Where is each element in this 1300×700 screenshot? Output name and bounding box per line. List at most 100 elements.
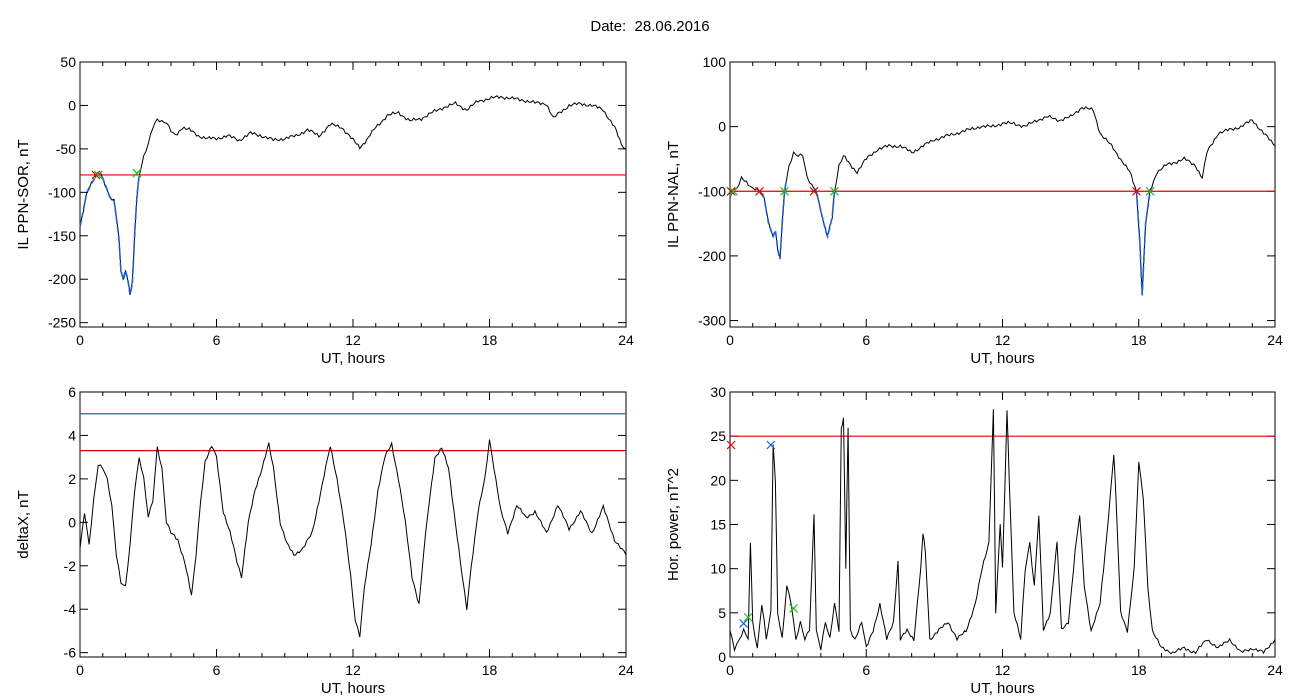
y-tick-label: 10 [710,561,726,577]
x-tick-label: 0 [76,332,84,348]
series-line [729,409,1276,655]
x-tick-label: 6 [213,332,221,348]
y-tick-label: 0 [718,649,726,665]
x-tick-label: 12 [995,332,1011,348]
y-tick-label: -2 [64,558,77,574]
x-tick-label: 24 [1267,662,1283,678]
x-marker [1145,186,1155,196]
y-tick-label: 6 [68,384,76,400]
highlight-line [1135,191,1151,295]
y-tick-label: -200 [698,248,726,264]
x-marker-stroke [789,603,799,613]
y-tick-label: -300 [698,313,726,329]
x-tick-label: 12 [345,662,361,678]
y-tick-label: 0 [68,514,76,530]
x-marker-stroke [93,170,103,180]
y-tick-label: 25 [710,428,726,444]
plot-frame [79,391,627,658]
x-marker-stroke [739,619,749,628]
x-axis-label: UT, hours [321,350,385,367]
y-tick-label: -100 [698,183,726,199]
x-tick-label: 24 [618,662,634,678]
y-tick-label: 0 [718,119,726,135]
x-marker-stroke [809,186,819,196]
x-marker-stroke [1145,186,1155,196]
x-tick-label: 0 [76,662,84,678]
plot-frame [729,391,1276,658]
x-marker [91,170,101,180]
x-tick-label: 18 [1131,662,1147,678]
x-axis-label: UT, hours [321,680,385,697]
x-marker [809,186,819,196]
x-tick-label: 6 [862,332,870,348]
x-marker-stroke [830,186,839,196]
x-marker [728,186,738,196]
x-tick-label: 12 [345,332,361,348]
x-marker [1132,186,1141,196]
y-tick-label: 30 [710,384,726,400]
plot-frame [729,61,1276,328]
y-tick-label: -200 [48,271,76,287]
y-tick-label: -50 [56,141,76,157]
x-marker [780,186,789,196]
x-marker-stroke [1132,186,1141,196]
x-marker-stroke [132,168,142,178]
x-marker-stroke [91,170,101,180]
panel-hor-power: 0 6 12 18 24 0 5 10 15 20 25 30 UT, hours Hor. power,… [665,384,1283,697]
x-tick-label: 12 [995,662,1011,678]
y-tick-label: -100 [48,184,76,200]
y-tick-label: 15 [710,517,726,533]
x-marker [132,168,142,178]
x-tick-label: 24 [618,332,634,348]
x-axis-label: UT, hours [970,350,1034,367]
x-tick-label: 18 [482,332,498,348]
y-tick-label: 50 [60,54,76,70]
x-marker-stroke [726,186,736,196]
x-marker-stroke [755,186,764,196]
y-axis-label: IL PPN-SOR, nT [15,139,32,249]
series-line [79,95,627,295]
y-tick-label: 2 [68,471,76,487]
y-axis-label: Hor. power, nT^2 [665,468,682,581]
y-tick-label: -150 [48,228,76,244]
x-marker [726,186,736,196]
highlight-line [760,178,788,260]
x-marker-stroke [728,186,738,196]
panel-ppn-nal: 0 6 12 18 24 -300 -200 -100 0 100 UT, hours IL PPN-… [665,54,1283,367]
highlight-line [79,172,140,296]
x-marker [726,440,736,450]
x-marker-stroke [766,440,776,450]
x-marker [743,612,753,622]
x-tick-label: 6 [862,662,870,678]
x-tick-label: 18 [482,662,498,678]
x-marker-stroke [743,612,753,622]
y-tick-label: 5 [718,605,726,621]
y-tick-label: 4 [68,427,76,443]
x-marker [789,603,799,613]
x-marker-stroke [726,440,736,450]
x-marker [830,186,839,196]
series-line [79,439,627,638]
x-marker [766,440,776,450]
highlight-line [813,187,836,240]
y-tick-label: -6 [64,645,77,661]
x-tick-label: 0 [726,662,734,678]
x-tick-label: 18 [1131,332,1147,348]
x-tick-label: 24 [1267,332,1283,348]
y-tick-label: 0 [68,97,76,113]
y-axis-label: IL PPN-NAL, nT [665,141,682,248]
x-tick-label: 0 [726,332,734,348]
x-marker [739,619,749,628]
x-axis-label: UT, hours [970,680,1034,697]
y-tick-label: 20 [710,472,726,488]
x-tick-label: 6 [213,662,221,678]
x-marker-stroke [780,186,789,196]
y-tick-label: -4 [64,601,77,617]
series-line [729,106,1276,296]
x-marker [93,170,103,180]
y-axis-label: deltaX, nT [15,490,32,558]
y-tick-label: -250 [48,315,76,331]
panel-ppn-sor: 0 6 12 18 24 -250 -200 -150 -100 -50 0 50 UT, hours I… [15,54,634,367]
